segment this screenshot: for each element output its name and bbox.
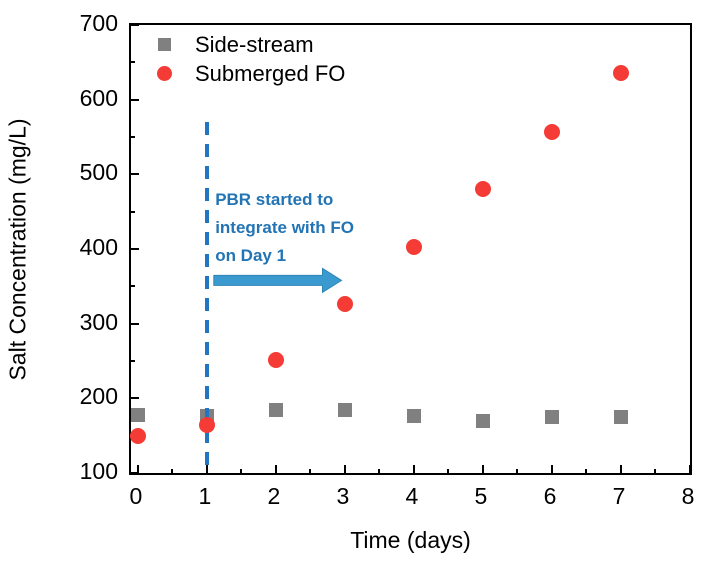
y-minor-tick [131,61,135,64]
x-tick [550,465,553,473]
data-point-side-stream [130,407,145,422]
y-minor-tick [131,360,135,362]
x-tick [689,465,691,473]
y-tick-label: 600 [79,84,118,111]
y-tick-label: 400 [79,234,118,260]
x-tick-label: 7 [612,483,626,509]
data-point-side-stream [337,402,352,417]
x-tick-label: 0 [129,483,143,509]
legend: Side-stream Submerged FO [155,30,345,88]
x-minor-tick [447,469,450,473]
data-point-submerged-fo [612,64,629,81]
x-minor-tick [585,469,588,473]
legend-label-submerged-fo: Submerged FO [195,60,346,86]
annotation-line-1: PBR started to [215,190,334,210]
x-minor-tick [240,469,243,473]
data-point-side-stream [406,408,421,423]
y-minor-tick [131,136,135,138]
y-tick-label: 100 [79,458,118,484]
data-point-submerged-fo [198,417,215,434]
x-minor-tick [516,469,519,473]
x-tick-label: 5 [474,483,488,509]
data-point-side-stream [475,413,490,428]
arrow-shape [213,267,343,294]
data-point-side-stream [268,402,283,417]
x-minor-tick [171,469,174,473]
data-point-submerged-fo [474,181,491,198]
data-point-submerged-fo [543,123,560,140]
x-axis-title: Time (days) [350,527,471,553]
x-tick-label: 4 [405,483,419,509]
y-tick [131,24,139,26]
x-tick-label: 1 [198,483,212,509]
y-tick [131,322,139,325]
y-tick [131,472,139,474]
legend-label-side-stream: Side-stream [195,31,314,57]
data-point-submerged-fo [129,427,146,444]
data-point-submerged-fo [405,238,422,255]
y-tick [131,397,139,400]
y-tick [131,248,139,250]
data-point-submerged-fo [336,295,353,312]
x-tick [619,465,622,473]
legend-item-side-stream: Side-stream [155,30,345,59]
x-tick-label: 2 [267,483,281,509]
plot-area: Side-stream Submerged FO PBR started to … [129,23,692,475]
x-tick-label: 6 [543,483,557,509]
legend-item-submerged-fo: Submerged FO [155,59,345,88]
y-tick [131,98,139,101]
x-tick [343,465,346,473]
annotation-line-2: integrate with FO [215,218,355,238]
x-minor-tick [378,469,381,473]
x-tick [274,465,277,473]
y-tick-label: 500 [79,159,118,186]
x-minor-tick [654,469,657,473]
x-tick-label: 3 [336,483,350,509]
annotation-text: PBR started to integrate with FO on Day … [215,186,354,270]
x-tick-label: 8 [681,483,695,509]
annotation-line-3: on Day 1 [215,246,287,266]
y-tick [131,173,139,176]
data-point-side-stream [544,410,559,424]
x-tick [481,465,484,473]
y-tick-label: 700 [79,10,118,36]
y-tick-label: 200 [79,383,118,410]
y-minor-tick [131,285,135,288]
x-minor-tick [309,469,312,473]
y-minor-tick [131,210,135,213]
data-point-side-stream [613,410,628,424]
y-tick-label: 300 [79,308,118,335]
x-tick [136,465,139,473]
dashed-reference-line [204,122,209,473]
x-tick [412,465,415,473]
data-point-submerged-fo [267,351,284,368]
square-marker-icon [157,38,171,51]
circle-marker-icon [156,66,172,81]
